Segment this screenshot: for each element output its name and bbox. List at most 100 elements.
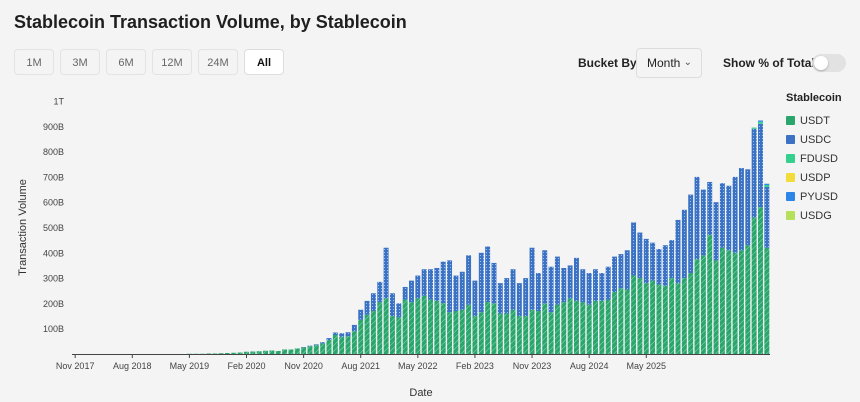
legend-item-usdg[interactable]: USDG [786,206,842,225]
bar-usdt[interactable] [573,300,579,354]
bar-usdt[interactable] [415,298,421,354]
bar-pyusd[interactable] [764,183,770,185]
legend-item-usdc[interactable]: USDC [786,130,842,149]
bar-usdc[interactable] [351,324,357,332]
bar-usdc[interactable] [554,256,560,305]
bar-usdc[interactable] [332,332,338,336]
bar-usdc[interactable] [326,338,332,341]
bar-usdc[interactable] [631,222,637,276]
bar-usdt[interactable] [726,250,732,354]
bar-usdt[interactable] [751,217,757,354]
legend-item-fdusd[interactable]: FDUSD [786,149,842,168]
bar-usdc[interactable] [364,300,370,315]
bar-usdt[interactable] [624,289,630,354]
bar-usdt[interactable] [510,309,516,354]
range-24m-button[interactable]: 24M [198,49,238,75]
bar-usdc[interactable] [516,283,522,317]
bar-usdt[interactable] [332,335,338,354]
bar-usdc[interactable] [377,281,383,303]
bar-usdt[interactable] [218,353,224,354]
bar-usdt[interactable] [320,343,326,354]
bar-fdusd[interactable] [758,121,763,124]
show-percent-toggle[interactable] [812,54,846,72]
legend-item-usdt[interactable]: USDT [786,111,842,130]
bar-usdt[interactable] [669,278,675,354]
bar-usdt[interactable] [618,288,624,354]
range-all-button[interactable]: All [244,49,284,75]
bar-usdt[interactable] [529,309,535,354]
bar-usdt[interactable] [688,273,694,354]
bar-usdc[interactable] [586,273,592,305]
bar-usdt[interactable] [440,303,446,354]
bar-usdt[interactable] [402,299,408,354]
bar-usdc[interactable] [751,128,757,218]
bar-usdt[interactable] [605,299,611,354]
bar-usdc[interactable] [580,269,586,303]
bar-pyusd[interactable] [758,120,763,122]
bar-usdc[interactable] [643,238,649,284]
bar-usdt[interactable] [377,302,383,354]
bar-usdt[interactable] [764,247,770,354]
bar-usdc[interactable] [700,189,706,256]
range-3m-button[interactable]: 3M [60,49,100,75]
bar-usdt[interactable] [231,352,237,354]
bar-usdc[interactable] [637,232,643,279]
bar-usdc[interactable] [434,267,440,301]
bar-usdt[interactable] [631,275,637,354]
bar-usdc[interactable] [440,261,446,304]
bar-usdt[interactable] [694,259,700,355]
bar-usdt[interactable] [263,350,269,354]
bar-usdt[interactable] [491,303,497,354]
range-1m-button[interactable]: 1M [14,49,54,75]
bar-usdc[interactable] [548,266,554,313]
bar-usdt[interactable] [345,336,351,354]
bar-usdc[interactable] [383,247,389,299]
bar-usdt[interactable] [275,350,281,354]
bar-usdc[interactable] [320,342,326,344]
bar-usdc[interactable] [485,246,491,303]
bar-usdc[interactable] [732,176,738,253]
bar-usdc[interactable] [535,273,541,311]
bar-usdt[interactable] [447,312,453,354]
bar-usdc[interactable] [713,202,719,261]
bar-usdt[interactable] [294,348,300,354]
bar-usdc[interactable] [738,168,744,251]
bar-usdt[interactable] [282,349,288,354]
bar-usdc[interactable] [370,293,376,311]
bar-usdc[interactable] [529,247,535,310]
bar-usdt[interactable] [396,317,402,354]
bar-usdt[interactable] [326,340,332,354]
bar-usdc[interactable] [707,181,713,236]
bar-usdt[interactable] [745,245,751,354]
bar-usdt[interactable] [237,352,243,354]
bar-usdt[interactable] [409,302,414,354]
bar-usdt[interactable] [599,300,605,354]
bar-usdc[interactable] [688,194,694,274]
bar-usdt[interactable] [339,336,345,354]
bar-usdc[interactable] [421,269,427,296]
bar-usdt[interactable] [250,351,256,354]
bar-usdt[interactable] [478,312,484,354]
bar-usdt[interactable] [758,207,763,354]
bar-usdt[interactable] [434,300,440,354]
bar-usdc[interactable] [758,123,763,208]
bar-usdc[interactable] [719,183,725,248]
bar-usdc[interactable] [624,250,630,290]
bar-usdt[interactable] [554,304,560,354]
bar-usdt[interactable] [370,310,376,354]
bar-usdt[interactable] [637,278,643,354]
bar-usdc[interactable] [618,254,624,289]
bar-usdc[interactable] [650,242,656,281]
bar-usdc[interactable] [764,187,770,248]
bar-usdc[interactable] [415,275,421,299]
bar-usdc[interactable] [389,293,395,317]
bar-usdt[interactable] [459,309,465,354]
bar-usdc[interactable] [459,271,465,310]
bar-usdt[interactable] [269,350,275,354]
bar-usdc[interactable] [510,269,516,310]
bar-usdc[interactable] [561,267,567,303]
bar-usdc[interactable] [593,269,598,301]
range-12m-button[interactable]: 12M [152,49,192,75]
bar-usdc[interactable] [605,266,611,300]
bar-usdt[interactable] [662,285,668,354]
